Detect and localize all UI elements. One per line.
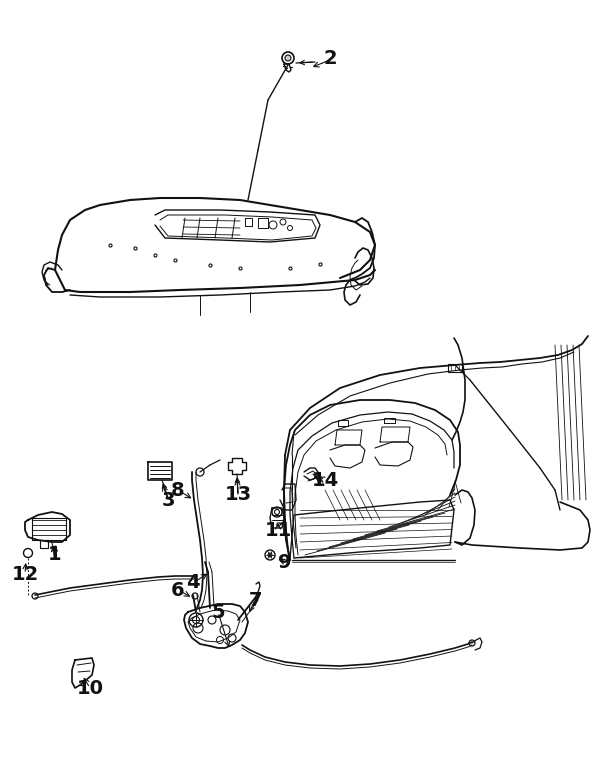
Text: 1: 1 (48, 545, 62, 564)
Text: 11: 11 (265, 521, 292, 540)
Text: 3: 3 (161, 490, 175, 510)
Text: 12: 12 (11, 564, 38, 584)
Text: 7: 7 (248, 591, 262, 610)
Text: 5: 5 (211, 602, 225, 621)
Text: 10: 10 (77, 678, 104, 698)
Circle shape (285, 55, 291, 61)
Text: 4: 4 (186, 574, 200, 592)
Text: 6: 6 (171, 581, 185, 600)
Text: 13: 13 (224, 486, 251, 504)
Text: 9: 9 (278, 553, 292, 571)
Text: 8: 8 (171, 480, 185, 500)
Text: 14: 14 (311, 470, 338, 490)
Text: 2: 2 (323, 49, 337, 68)
Circle shape (268, 553, 272, 557)
